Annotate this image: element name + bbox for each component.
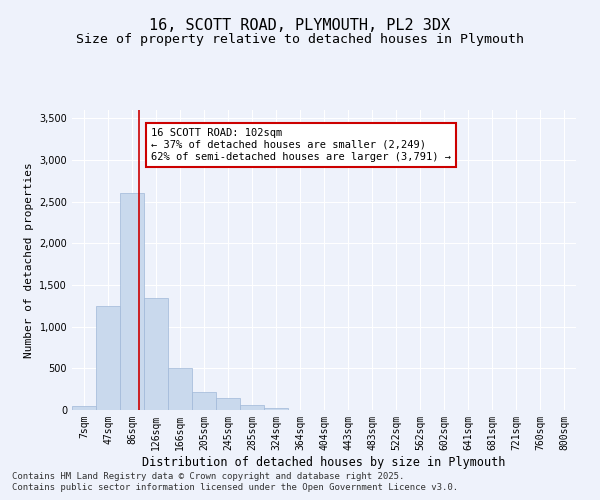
Text: Contains public sector information licensed under the Open Government Licence v3: Contains public sector information licen… [12, 484, 458, 492]
Bar [72, 406, 96, 410]
Bar [96, 306, 120, 410]
Y-axis label: Number of detached properties: Number of detached properties [24, 162, 34, 358]
Text: 16, SCOTT ROAD, PLYMOUTH, PL2 3DX: 16, SCOTT ROAD, PLYMOUTH, PL2 3DX [149, 18, 451, 32]
Bar [240, 405, 264, 410]
Bar [168, 368, 192, 410]
Text: Size of property relative to detached houses in Plymouth: Size of property relative to detached ho… [76, 32, 524, 46]
Text: 16 SCOTT ROAD: 102sqm
← 37% of detached houses are smaller (2,249)
62% of semi-d: 16 SCOTT ROAD: 102sqm ← 37% of detached … [151, 128, 451, 162]
Bar [120, 194, 144, 410]
X-axis label: Distribution of detached houses by size in Plymouth: Distribution of detached houses by size … [142, 456, 506, 468]
Text: Contains HM Land Registry data © Crown copyright and database right 2025.: Contains HM Land Registry data © Crown c… [12, 472, 404, 481]
Bar [192, 392, 216, 410]
Bar [144, 298, 168, 410]
Bar [264, 408, 288, 410]
Bar [216, 398, 240, 410]
